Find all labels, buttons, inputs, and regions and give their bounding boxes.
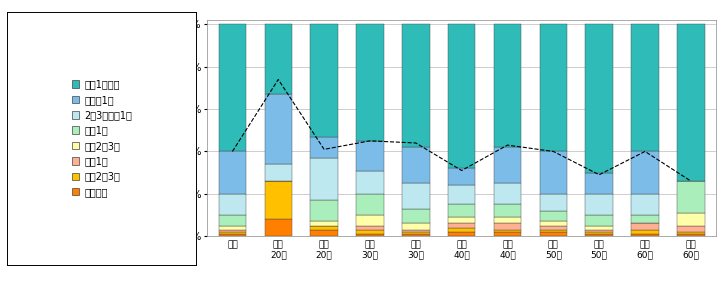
Bar <box>631 24 659 151</box>
Bar <box>448 223 475 228</box>
Bar <box>356 194 384 215</box>
Bar <box>539 221 567 226</box>
Bar <box>677 24 704 181</box>
Bar <box>219 194 246 215</box>
Bar <box>310 137 338 158</box>
Bar <box>539 211 567 221</box>
Bar <box>219 151 246 194</box>
Bar <box>585 226 613 230</box>
Bar <box>448 185 475 204</box>
Bar <box>448 232 475 236</box>
Bar <box>677 213 704 226</box>
Bar <box>402 232 430 234</box>
Bar <box>585 173 613 194</box>
Bar <box>494 217 521 223</box>
Bar <box>585 234 613 236</box>
Legend: 年に1回以下, 半年に1回, 2～3カ月に1回, 月に1回, 月に2～3回, 週に1回, 週に2～3回, ほぼ毎日: 年に1回以下, 半年に1回, 2～3カ月に1回, 月に1回, 月に2～3回, 週… <box>67 75 137 202</box>
Bar <box>448 24 475 168</box>
Bar <box>356 226 384 230</box>
Bar <box>310 226 338 230</box>
Bar <box>356 230 384 234</box>
Bar <box>310 24 338 137</box>
Bar <box>585 230 613 232</box>
Bar <box>356 24 384 141</box>
Bar <box>494 230 521 232</box>
Bar <box>219 230 246 232</box>
Bar <box>356 234 384 236</box>
Bar <box>402 209 430 223</box>
Bar <box>585 215 613 226</box>
Bar <box>219 234 246 236</box>
Bar <box>310 230 338 236</box>
Bar <box>494 223 521 230</box>
Bar <box>585 232 613 234</box>
Bar <box>631 223 659 230</box>
Bar <box>677 234 704 236</box>
Bar <box>631 234 659 236</box>
Bar <box>494 232 521 236</box>
Bar <box>539 232 567 236</box>
Bar <box>219 232 246 234</box>
Bar <box>539 230 567 232</box>
Bar <box>585 194 613 215</box>
Bar <box>585 24 613 173</box>
Bar <box>677 226 704 232</box>
Bar <box>448 168 475 185</box>
Bar <box>265 24 292 94</box>
Bar <box>631 151 659 194</box>
Bar <box>219 215 246 226</box>
Bar <box>539 151 567 194</box>
Bar <box>539 194 567 211</box>
Bar <box>356 215 384 226</box>
Bar <box>494 183 521 204</box>
Bar <box>356 170 384 194</box>
Bar <box>631 230 659 234</box>
Bar <box>265 164 292 181</box>
Bar <box>310 200 338 221</box>
Bar <box>265 181 292 219</box>
Bar <box>402 147 430 183</box>
Bar <box>402 24 430 147</box>
Bar <box>448 204 475 217</box>
Bar <box>310 158 338 200</box>
Bar <box>219 226 246 230</box>
Bar <box>402 234 430 236</box>
Bar <box>448 217 475 223</box>
Bar <box>677 232 704 234</box>
Bar <box>631 194 659 215</box>
Bar <box>265 94 292 164</box>
Bar <box>356 141 384 170</box>
Bar <box>448 228 475 232</box>
Bar <box>219 24 246 151</box>
Bar <box>539 24 567 151</box>
Bar <box>402 223 430 230</box>
Bar <box>677 181 704 213</box>
Bar <box>494 204 521 217</box>
Bar <box>494 24 521 147</box>
Bar <box>402 230 430 232</box>
Bar <box>494 147 521 183</box>
Bar <box>539 226 567 230</box>
Bar <box>265 219 292 236</box>
Bar <box>402 183 430 209</box>
Bar <box>631 215 659 223</box>
Bar <box>310 221 338 226</box>
